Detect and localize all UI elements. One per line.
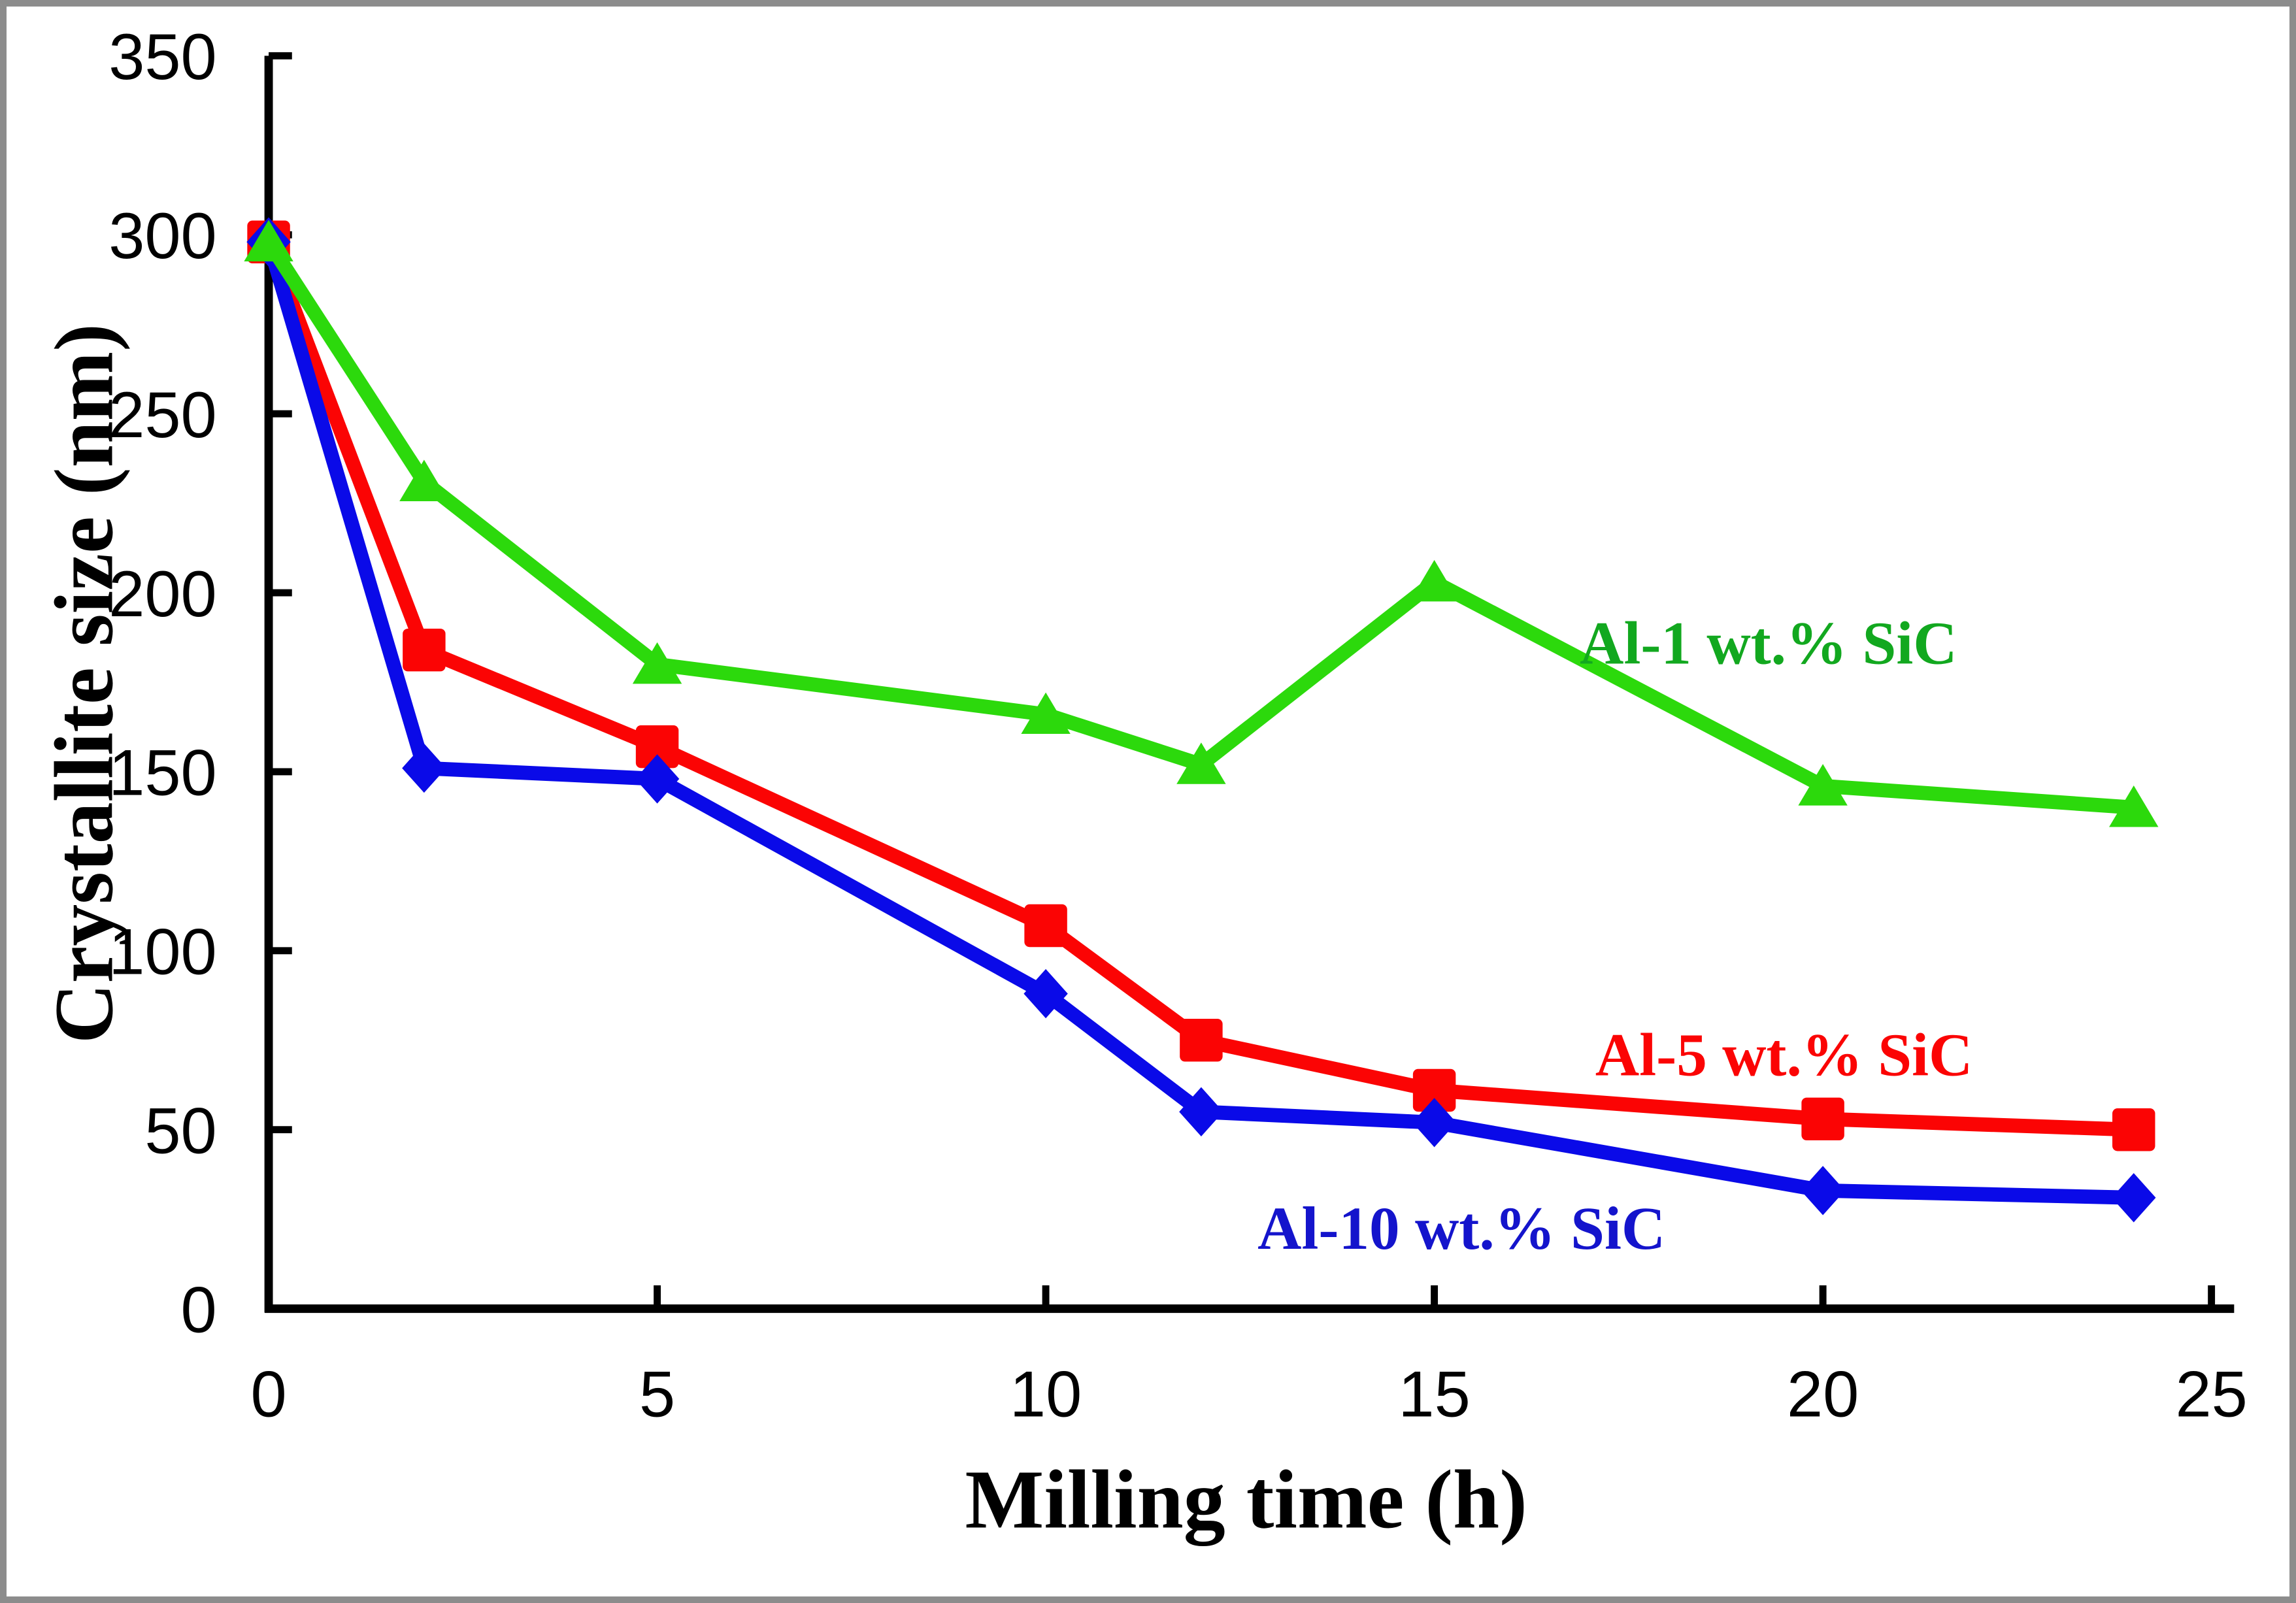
marker-square-al-5-wt-sic-2h <box>403 628 446 672</box>
marker-triangle-al-1-wt-sic-24h <box>2109 785 2159 827</box>
line-chart: 0 50 100 150 200 250 300 350 0 5 10 15 20 25 Al-5 wt.%… <box>108 21 2248 1430</box>
x-tick-label-5: 5 <box>639 1358 675 1430</box>
marker-triangle-al-1-wt-sic-2h <box>399 459 449 501</box>
marker-square-al-5-wt-sic-12h <box>1180 1019 1223 1062</box>
series-label-al-1-wt-sic: Al-1 wt.% SiC <box>1580 610 1957 677</box>
marker-diamond-al-10-wt-sic-20h <box>1801 1166 1845 1215</box>
marker-square-al-5-wt-sic-5h <box>635 725 679 768</box>
series-line-al-10-wt-sic <box>261 235 2141 1205</box>
y-tick-label-50: 50 <box>144 1095 216 1167</box>
y-tick-label-200: 200 <box>108 558 216 631</box>
x-axis-title: Milling time (h) <box>965 1453 1527 1546</box>
series-label-al-5-wt-sic: Al-5 wt.% SiC <box>1595 1021 1972 1089</box>
marker-triangle-al-1-wt-sic-5h <box>632 642 682 684</box>
x-tick-label-25: 25 <box>2175 1358 2247 1430</box>
x-tick-label-15: 15 <box>1398 1358 1470 1430</box>
y-tick-label-350: 350 <box>108 21 216 93</box>
series-line-al-1-wt-sic <box>261 235 2141 815</box>
marker-square-al-5-wt-sic-20h <box>1801 1097 1844 1141</box>
x-tick-label-10: 10 <box>1010 1358 1082 1430</box>
y-tick-label-150: 150 <box>108 737 216 810</box>
marker-square-al-5-wt-sic-24h <box>2112 1108 2155 1151</box>
marker-triangle-al-1-wt-sic-12h <box>1176 742 1226 784</box>
marker-triangle-al-1-wt-sic-15h <box>1409 559 1459 602</box>
y-tick-label-100: 100 <box>108 916 216 989</box>
x-tick-label-0: 0 <box>250 1358 286 1430</box>
marker-diamond-al-10-wt-sic-5h <box>635 754 680 804</box>
marker-triangle-al-1-wt-sic-0h <box>244 220 293 261</box>
x-tick-label-20: 20 <box>1787 1358 1859 1430</box>
series-label-al-10-wt-sic: Al-10 wt.% SiC <box>1257 1195 1665 1263</box>
y-tick-label-300: 300 <box>108 200 216 273</box>
y-tick-label-250: 250 <box>108 379 216 452</box>
series-line-al-5-wt-sic <box>261 235 2141 1137</box>
y-tick-label-0: 0 <box>181 1274 217 1346</box>
marker-square-al-5-wt-sic-10h <box>1024 904 1067 948</box>
marker-triangle-al-1-wt-sic-20h <box>1798 764 1848 806</box>
marker-diamond-al-10-wt-sic-24h <box>2111 1173 2156 1223</box>
marker-triangle-al-1-wt-sic-10h <box>1021 692 1071 735</box>
y-axis-title: Crystallite size (nm) <box>37 323 131 1044</box>
marker-diamond-al-10-wt-sic-2h <box>402 743 446 793</box>
marker-square-al-5-wt-sic-15h <box>1412 1068 1456 1112</box>
